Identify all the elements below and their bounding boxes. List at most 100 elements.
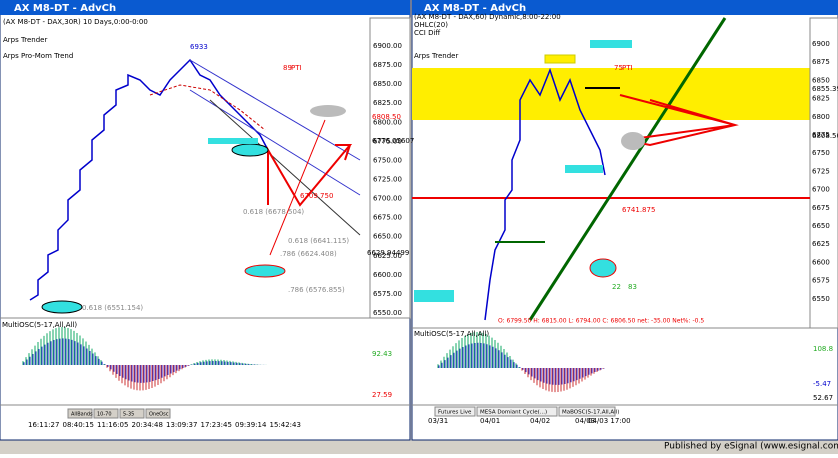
annotation: 89 (283, 64, 292, 72)
price-label: 6575 (812, 277, 830, 285)
zone (208, 138, 258, 144)
header-text: (AX M8-DT - DAX,60) Dynamic,8:00-22:00 (414, 13, 561, 21)
annotation: 6709.750 (300, 192, 333, 200)
time-label: 17:23:45 (201, 421, 232, 429)
annotation: PTI (622, 64, 633, 72)
price-tag: 6855.39 (812, 85, 838, 93)
header-text: OHLC(20) (414, 21, 448, 29)
channel (209, 99, 361, 236)
osc-label: -5.47 (813, 380, 831, 388)
button-label: OneOsc (149, 412, 169, 418)
time-label: 04/02 (530, 417, 550, 425)
price-label: 6875 (812, 58, 830, 66)
target (310, 105, 346, 117)
tab-label: Futures Live (438, 410, 472, 416)
button[interactable] (119, 408, 145, 419)
price-label: 6625 (812, 240, 830, 248)
title-bar (0, 0, 410, 15)
osc-title: MultiOSC(5-17,All,All) (414, 330, 489, 338)
window-title: AX M8-DT - AdvCh (424, 3, 526, 14)
button-label: 10-70 (97, 412, 112, 418)
price-label: 6800.00 (373, 118, 402, 126)
title-bar (412, 0, 838, 15)
header-text: (AX M8-DT - DAX,30R) 10 Days,0:00-0:00 (3, 18, 148, 26)
osc-label: 27.59 (372, 391, 392, 399)
annotation: 6933 (190, 43, 208, 51)
target (621, 132, 645, 150)
trend-line (528, 17, 727, 321)
footer: Published by eSignal (www.esignal.com) (664, 442, 838, 452)
time-label: 15:42:43 (270, 421, 301, 429)
zone (544, 54, 576, 64)
annotation: .786 (6624.408) (280, 250, 337, 258)
channel (189, 59, 361, 161)
tab-label: MESA Domiant Cycle(...) (480, 410, 547, 416)
price-label: 6700 (812, 186, 830, 194)
zone (412, 68, 810, 120)
price-label: 6775 (812, 131, 830, 139)
left-window (0, 0, 411, 441)
annotation: 0.618 (6678.504) (243, 208, 304, 216)
osc-label: 92.43 (372, 350, 392, 358)
price-label: 6900.00 (373, 42, 402, 50)
tab[interactable] (476, 406, 558, 417)
price-label: 6850 (812, 76, 830, 84)
price-tag: 6629.94499 (367, 249, 409, 257)
annotation: 75 (614, 64, 623, 72)
time-label: 16:11:27 (28, 421, 59, 429)
osc-title: MultiOSC(5-17,All,All) (2, 321, 77, 329)
header-text: Arps Trender (3, 36, 47, 44)
price-tag: 6808.50 (372, 113, 401, 121)
time-label: 20:34:48 (132, 421, 163, 429)
osc-label: 108.8 (813, 345, 833, 353)
price-label: 6700.00 (373, 195, 402, 203)
tab[interactable] (434, 406, 476, 417)
button[interactable] (145, 408, 171, 419)
price-label: 6725.00 (373, 175, 402, 183)
price-label: 6600 (812, 258, 830, 266)
price-label: 6750.00 (373, 156, 402, 164)
target (41, 300, 83, 314)
price-label: 6675 (812, 204, 830, 212)
annotation: 83 (628, 283, 637, 291)
price-axis (369, 17, 411, 319)
price-label: 6875.00 (373, 61, 402, 69)
annotation: 22 (612, 283, 621, 291)
target (244, 264, 286, 278)
osc-label: 52.67 (813, 394, 833, 402)
time-label: 04/03 (575, 417, 595, 425)
annotation: .786 (6576.855) (288, 286, 345, 294)
time-label: 09:39:14 (235, 421, 267, 429)
price-tag: 6808.50 (812, 132, 838, 140)
zone (414, 290, 454, 302)
price-label: 6550 (812, 295, 830, 303)
price-label: 6750 (812, 149, 830, 157)
time-label: 13:09:37 (166, 421, 197, 429)
header-text: Arps Trender (414, 52, 458, 60)
time-label: 04/01 (480, 417, 500, 425)
target (589, 258, 617, 278)
button-label: AllBands (71, 412, 93, 418)
header-text: CCI Diff (414, 29, 440, 37)
zone (590, 40, 632, 48)
zone (565, 165, 603, 173)
ohlc-info: O: 6799.50 H: 6815.00 L: 6794.00 C: 6806… (498, 318, 704, 325)
price-label: 6850.00 (373, 80, 402, 88)
price-label: 6800 (812, 113, 830, 121)
price-label: 6650 (812, 222, 830, 230)
tab[interactable] (558, 406, 616, 417)
annotation: 0.618 (6641.115) (288, 237, 349, 245)
time-label: 04/03 17:00 (588, 417, 631, 425)
price-label: 6725 (812, 167, 830, 175)
price-label: 6575.00 (373, 290, 402, 298)
annotation: 0.618 (6551.154) (82, 304, 143, 312)
price-label: 6625.00 (373, 252, 402, 260)
button[interactable] (93, 408, 119, 419)
button[interactable] (67, 408, 93, 419)
price-bars (484, 67, 606, 321)
time-label: 11:16:05 (97, 421, 128, 429)
annotation: PTI (291, 64, 302, 72)
arrow (269, 119, 326, 256)
price-label: 6775.00 (373, 137, 402, 145)
